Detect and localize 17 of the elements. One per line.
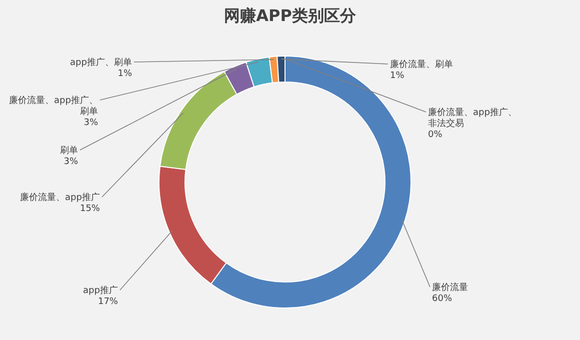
slice-label: 刷单 <box>60 145 78 156</box>
data-label: 1% <box>118 69 132 79</box>
slice-label: 廉价流量、app推广、刷单 <box>9 95 98 117</box>
data-label: 17% <box>98 297 118 307</box>
data-label: 3% <box>64 157 78 167</box>
chart-title: 网赚APP类别区分 <box>224 6 357 25</box>
category-label: 廉价流量、app推广、非法交易 <box>428 108 517 129</box>
slice-label: 廉价流量 <box>432 282 468 293</box>
data-label: 60% <box>432 294 452 304</box>
text: 0% <box>428 130 442 140</box>
data-label: 3% <box>84 118 98 128</box>
slice-label: 廉价流量、app推广 <box>20 192 100 203</box>
data-label: 15% <box>80 204 100 214</box>
slice-label: 廉价流量、刷单 <box>390 59 453 70</box>
slice-label: app推广 <box>83 285 118 296</box>
data-label: 1% <box>390 71 405 81</box>
slice-label: app推广、刷单 <box>70 57 132 68</box>
